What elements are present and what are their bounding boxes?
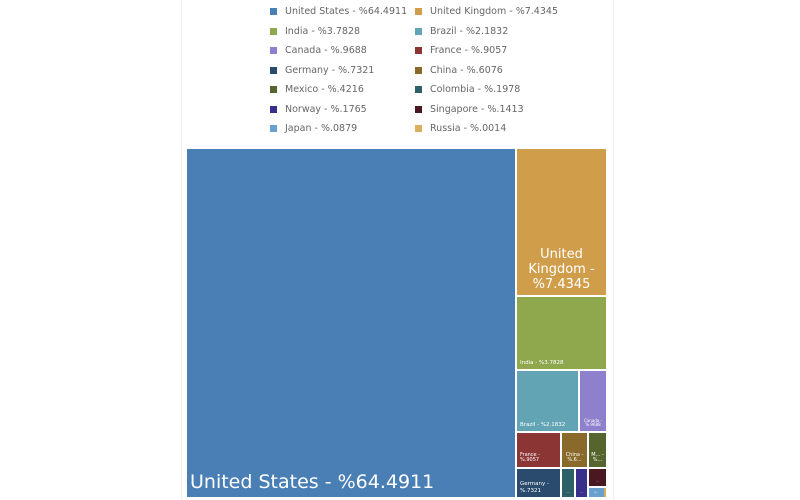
legend-label: India - %3.7828 [285,25,361,37]
treemap-rect-germany[interactable]: Germany - %.7321 [517,469,560,497]
treemap-label: Canada - %.9688 [584,417,602,428]
legend-item-mexico[interactable]: Mexico - %.4216 [270,84,364,95]
legend-item-norway[interactable]: Norway - %.1765 [270,104,367,115]
treemap-rect-brazil[interactable]: Brazil - %2.1832 [517,371,578,431]
treemap-label: United Kingdom - %7.4345 [528,247,595,293]
legend-item-russia[interactable]: Russia - %.0014 [415,123,506,134]
treemap-label: China - %.6... [565,451,584,464]
legend-label: United Kingdom - %7.4345 [430,6,558,17]
legend-label: Norway - %.1765 [285,103,367,115]
legend-swatch [270,27,277,35]
legend-swatch [270,66,277,74]
legend-label: France - %.9057 [430,45,508,56]
legend-label: Colombia - %.1978 [430,84,521,95]
legend-label: Brazil - %2.1832 [430,25,509,37]
treemap-rect-china[interactable]: China - %.6... [562,433,587,467]
legend-swatch [415,47,422,54]
legend-swatch [415,27,422,35]
legend-item-germany[interactable]: Germany - %.7321 [270,65,374,76]
legend-swatch [415,66,422,74]
legend-swatch [415,105,422,113]
legend-swatch [270,8,277,15]
legend-swatch [270,47,277,54]
legend-item-canada[interactable]: Canada - %.9688 [270,45,367,56]
legend-label: Japan - %.0879 [285,123,358,134]
treemap-rect-india[interactable]: India - %3.7828 [517,297,606,369]
treemap-rect-russia[interactable] [604,488,606,497]
legend-item-india[interactable]: India - %3.7828 [270,26,360,37]
legend-swatch [270,125,277,132]
legend-label: Singapore - %.1413 [430,103,524,115]
legend-item-japan[interactable]: Japan - %.0879 [270,123,357,134]
legend-swatch [415,86,422,93]
legend-item-united-kingdom[interactable]: United Kingdom - %7.4345 [415,6,558,17]
legend-item-united-states[interactable]: United States - %64.4911 [270,6,407,17]
treemap-label: ... [580,489,583,494]
treemap-rect-colombia[interactable]: ... [562,469,574,497]
legend-item-brazil[interactable]: Brazil - %2.1832 [415,26,508,37]
legend-label: China - %.6076 [430,64,503,76]
treemap-label: ... [596,478,599,483]
legend-swatch [270,105,277,113]
treemap-label: France - %.9057 [520,451,541,464]
treemap-rect-singapore[interactable]: ... [589,469,606,486]
treemap-label: M... - %... [591,451,604,464]
legend-label: Canada - %.9688 [285,45,367,56]
treemap-label: ... [566,489,570,494]
treemap-rect-canada[interactable]: Canada - %.9688 [580,371,606,431]
legend-item-colombia[interactable]: Colombia - %.1978 [415,84,520,95]
legend-label: Mexico - %.4216 [285,84,364,95]
legend-item-france[interactable]: France - %.9057 [415,45,507,56]
legend-label: United States - %64.4911 [285,6,408,17]
chart-panel [181,0,614,500]
treemap-rect-japan[interactable]: J... [589,488,604,497]
legend-label: Germany - %.7321 [285,64,375,76]
legend-item-china[interactable]: China - %.6076 [415,65,503,76]
treemap-rect-united-kingdom[interactable]: United Kingdom - %7.4345 [517,149,606,295]
treemap-rect-france[interactable]: France - %.9057 [517,433,560,467]
legend-swatch [415,125,422,132]
treemap-label: United States - %64.4911 [190,471,435,494]
legend-item-singapore[interactable]: Singapore - %.1413 [415,104,524,115]
treemap-label: Brazil - %2.1832 [520,421,566,428]
legend-swatch [415,8,422,15]
legend-label: Russia - %.0014 [430,123,507,134]
treemap-label: India - %3.7828 [520,359,564,366]
treemap-label: Germany - %.7321 [520,481,550,494]
treemap-label: J... [594,489,599,494]
treemap-rect-mexico[interactable]: M... - %... [589,433,606,467]
treemap-rect-norway[interactable]: ... [576,469,587,497]
legend-swatch [270,86,277,93]
treemap-rect-united-states[interactable]: United States - %64.4911 [187,149,515,497]
